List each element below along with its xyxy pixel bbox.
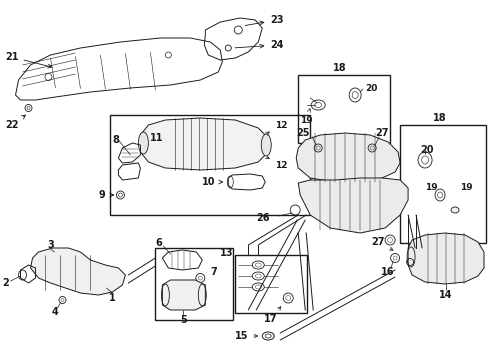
Text: 5: 5 <box>180 315 187 325</box>
Text: 13: 13 <box>220 248 233 258</box>
Bar <box>110 115 310 215</box>
Bar <box>155 248 233 320</box>
Text: 27: 27 <box>371 237 393 250</box>
Text: 12: 12 <box>266 121 288 135</box>
Ellipse shape <box>451 207 459 213</box>
Text: 18: 18 <box>333 63 347 73</box>
Text: 2: 2 <box>2 278 8 288</box>
Text: 19: 19 <box>300 109 313 125</box>
Text: 8: 8 <box>112 135 119 145</box>
Text: 20: 20 <box>420 145 434 155</box>
Text: 11: 11 <box>150 133 164 143</box>
Text: 1: 1 <box>109 293 116 303</box>
Polygon shape <box>296 133 400 182</box>
Text: 14: 14 <box>440 290 453 300</box>
Polygon shape <box>30 248 125 295</box>
Text: 4: 4 <box>52 307 59 317</box>
Ellipse shape <box>138 132 148 154</box>
Polygon shape <box>162 280 205 310</box>
Polygon shape <box>298 178 408 233</box>
Text: 20: 20 <box>365 84 377 93</box>
Ellipse shape <box>261 134 271 156</box>
Polygon shape <box>141 118 268 170</box>
Text: 25: 25 <box>296 128 310 138</box>
Text: 3: 3 <box>47 240 54 250</box>
Text: 27: 27 <box>375 128 389 138</box>
Text: 26: 26 <box>257 213 270 223</box>
Text: 16: 16 <box>381 267 395 277</box>
Text: 24: 24 <box>235 40 284 50</box>
Polygon shape <box>408 233 484 284</box>
Text: 10: 10 <box>202 177 222 187</box>
Text: 12: 12 <box>266 156 288 170</box>
Text: 17: 17 <box>264 307 281 324</box>
Text: 22: 22 <box>5 115 25 130</box>
Text: 18: 18 <box>433 113 447 123</box>
Bar <box>400 125 486 243</box>
Text: 21: 21 <box>5 52 52 68</box>
Text: 23: 23 <box>245 15 284 26</box>
Text: 15: 15 <box>235 331 258 341</box>
Bar <box>298 75 390 143</box>
Text: 19: 19 <box>425 183 438 192</box>
Bar <box>235 255 307 313</box>
Text: 19: 19 <box>460 183 473 192</box>
Text: 9: 9 <box>98 190 114 200</box>
Text: 6: 6 <box>155 238 162 248</box>
Text: 7: 7 <box>210 267 217 277</box>
